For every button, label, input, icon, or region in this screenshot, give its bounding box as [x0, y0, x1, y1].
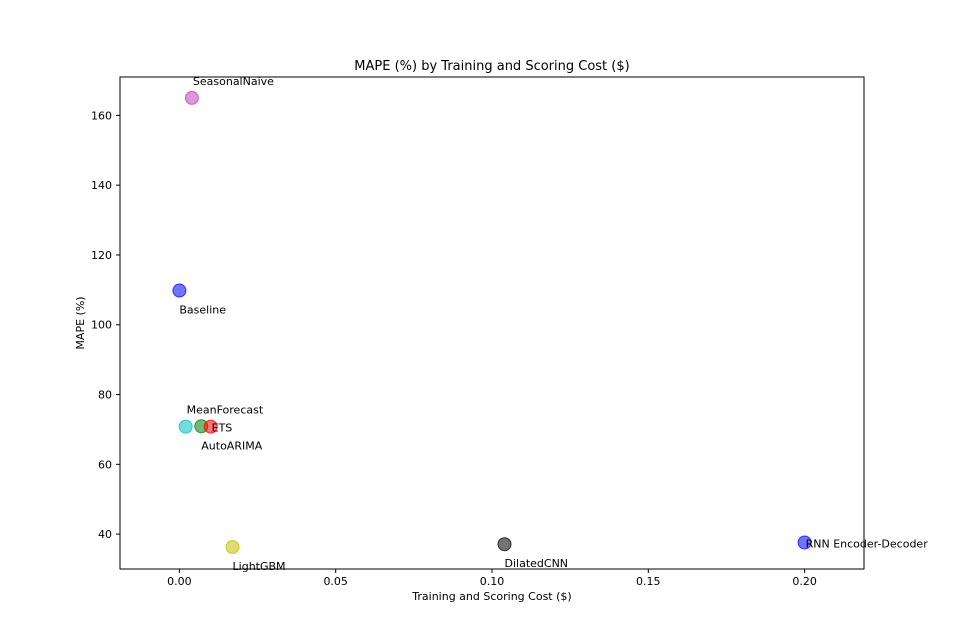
- x-tick-label: 0.05: [323, 575, 348, 588]
- data-point: [184, 90, 199, 105]
- data-point: [172, 283, 187, 298]
- plot-area: 0.00 0.05 0.10 0.15 0.20 40 60 80 100 120 140 160 Se…: [91, 75, 928, 588]
- x-axis-label: Training and Scoring Cost ($): [411, 590, 571, 603]
- y-tick-label: 160: [91, 109, 112, 122]
- data-point: [178, 419, 193, 434]
- data-point-label: ETS: [212, 422, 233, 435]
- y-tick-label: 100: [91, 319, 112, 332]
- y-tick-label: 40: [98, 528, 112, 541]
- x-tick-label: 0.10: [480, 575, 505, 588]
- x-tick-label: 0.15: [636, 575, 661, 588]
- y-tick-label: 120: [91, 249, 112, 262]
- y-tick-label: 80: [98, 389, 112, 402]
- data-point: [225, 540, 240, 555]
- data-point: [203, 419, 218, 434]
- data-point: [797, 535, 812, 550]
- y-tick-label: 60: [98, 458, 112, 471]
- data-point-label: MeanForecast: [187, 404, 264, 417]
- x-tick-label: 0.00: [167, 575, 192, 588]
- data-point-label: SeasonalNaive: [193, 75, 274, 88]
- data-point-label: RNN Encoder-Decoder: [806, 537, 929, 550]
- y-axis-label: MAPE (%): [74, 296, 87, 349]
- data-point-label: LightGBM: [233, 560, 286, 573]
- x-tick-label: 0.20: [792, 575, 817, 588]
- y-tick-label: 140: [91, 179, 112, 192]
- data-point-label: Baseline: [179, 304, 226, 317]
- chart-title: MAPE (%) by Training and Scoring Cost ($…: [354, 59, 629, 74]
- data-point-label: DilatedCNN: [505, 557, 569, 570]
- data-point: [497, 537, 512, 552]
- data-point-label: AutoARIMA: [201, 439, 262, 452]
